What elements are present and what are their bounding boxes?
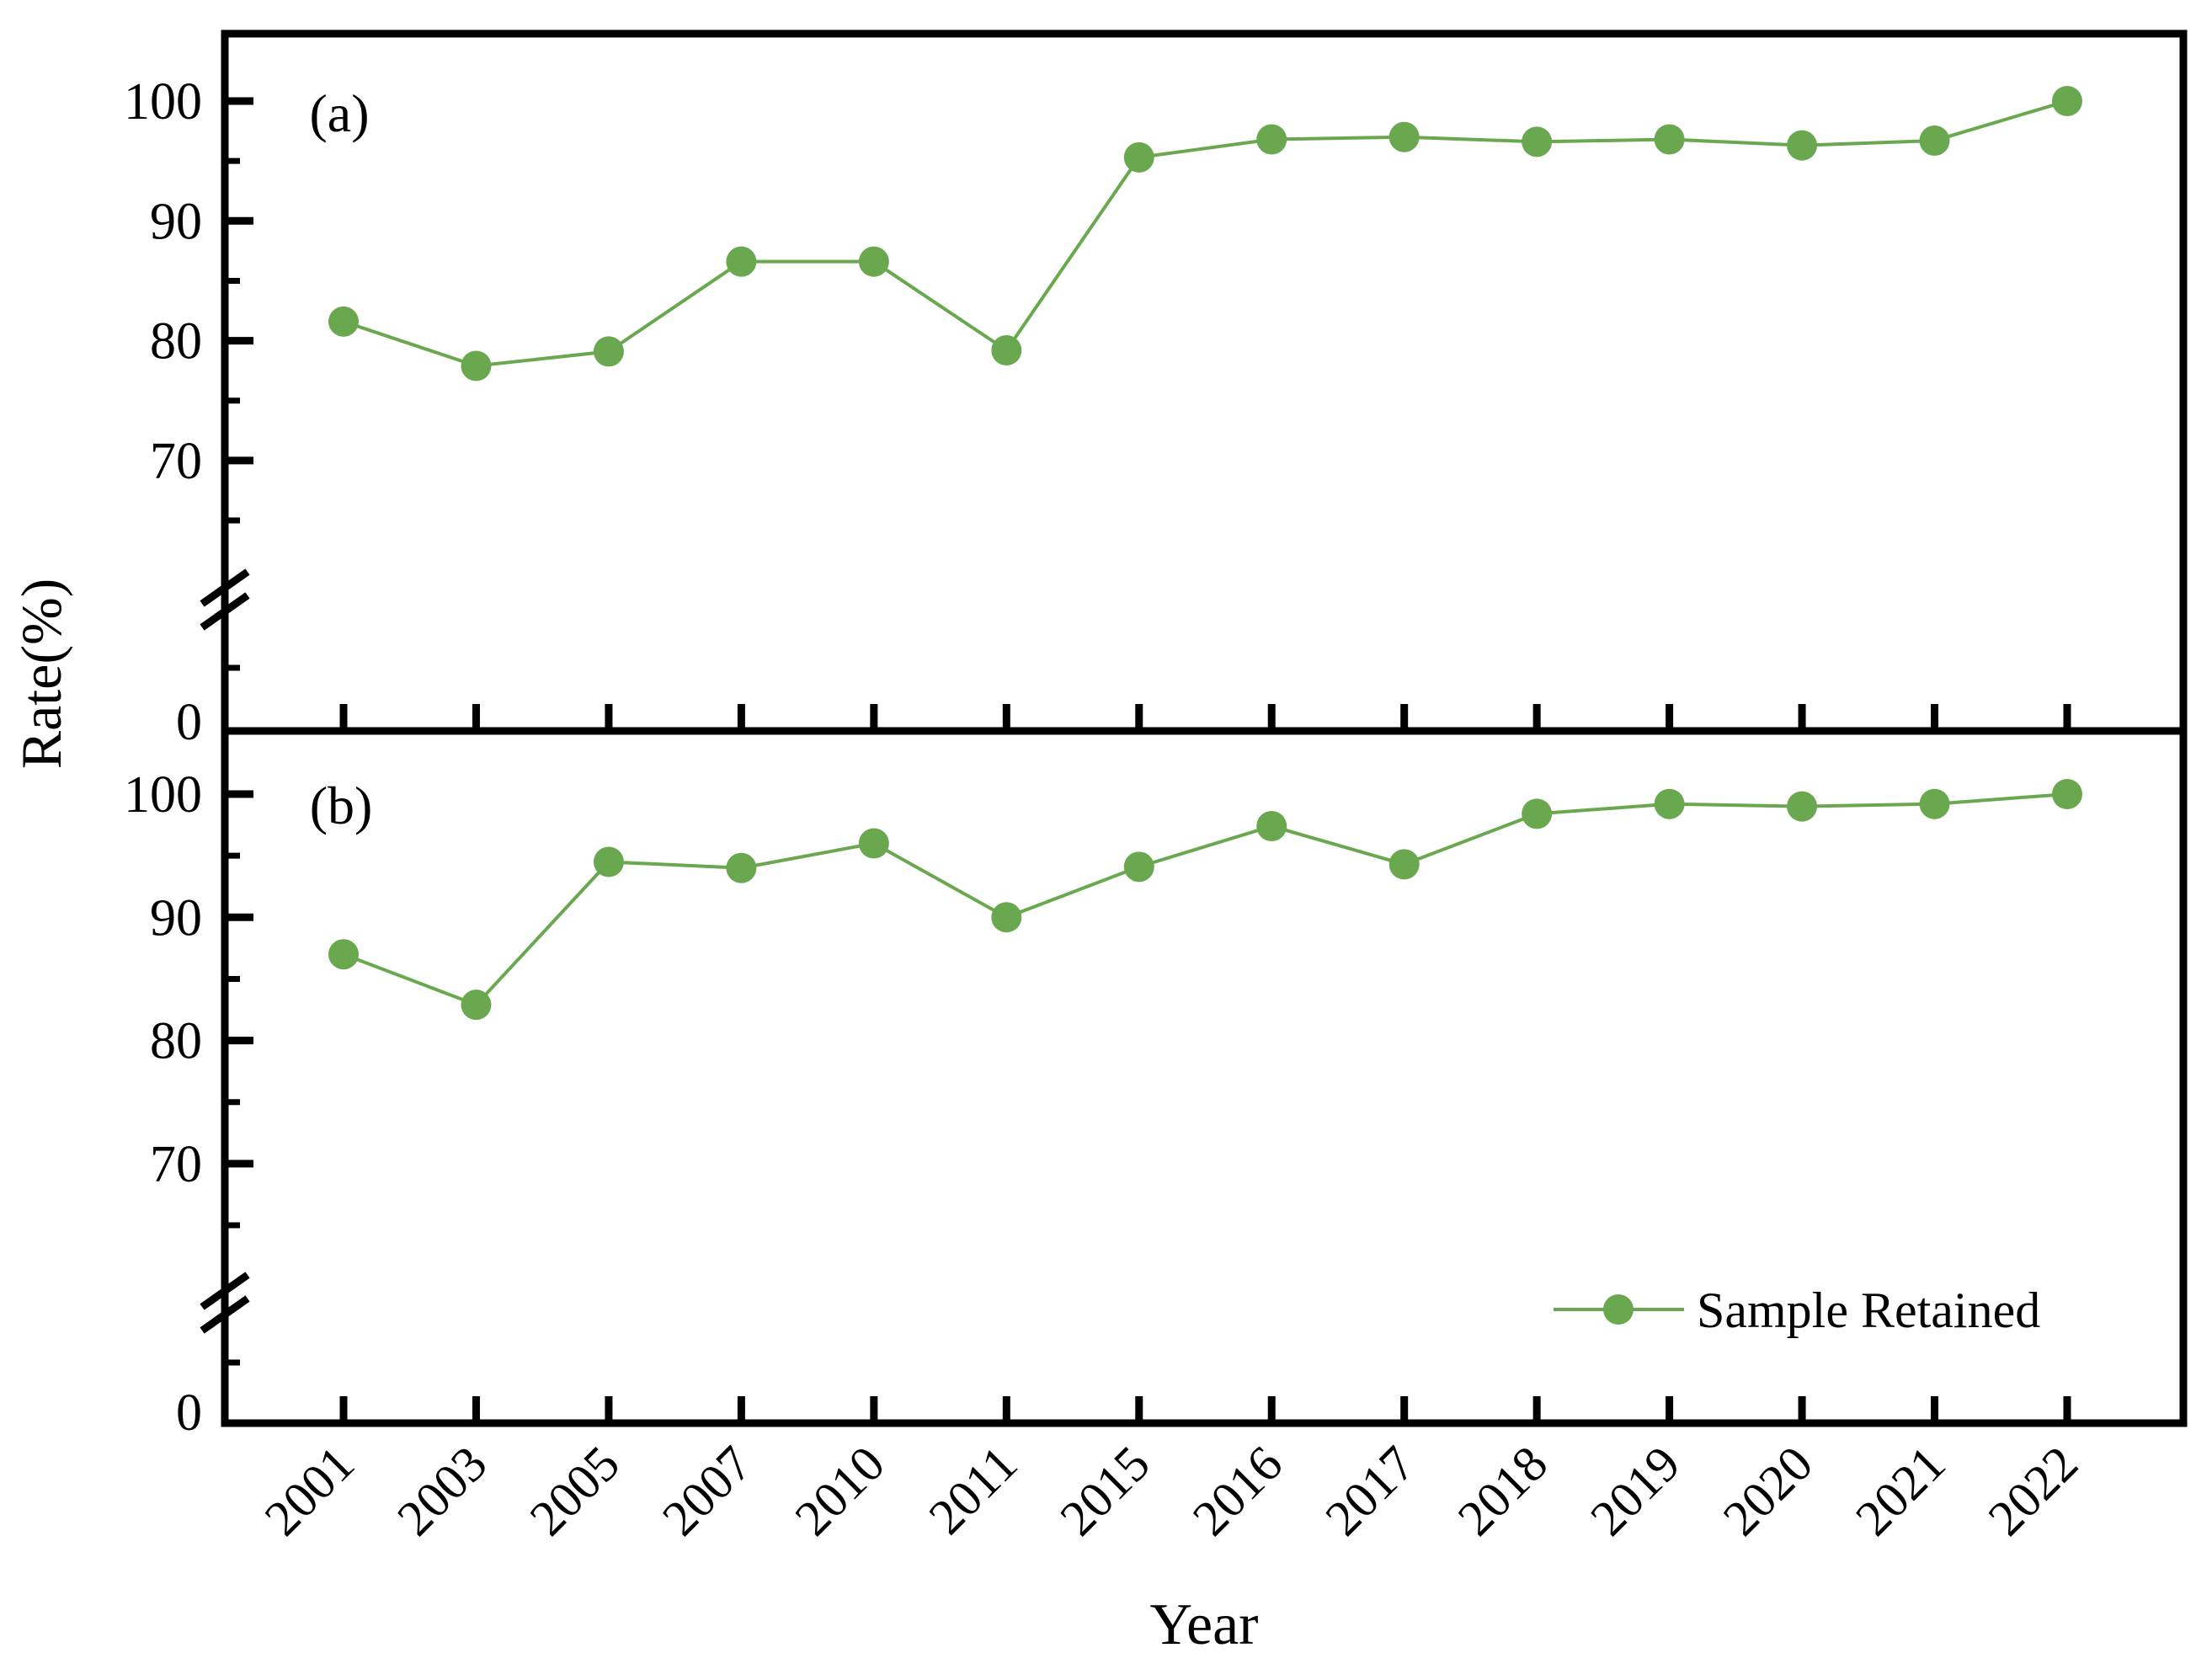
x-tick-label: 2021	[1845, 1436, 1956, 1547]
x-tick-label: 2001	[254, 1436, 365, 1547]
axis-break-icon	[200, 1295, 250, 1334]
x-tick-label: 2003	[386, 1436, 498, 1547]
axis-break-icon	[200, 592, 250, 631]
y-zero-label: 0	[176, 1384, 202, 1442]
panel-a-frame	[221, 29, 2188, 735]
x-tick-label: 2022	[1978, 1436, 2089, 1547]
data-point	[328, 939, 359, 970]
x-tick-label: 2019	[1580, 1436, 1691, 1547]
data-point	[593, 336, 624, 367]
data-point	[1787, 130, 1818, 161]
data-point	[1388, 849, 1420, 880]
legend-label: Sample Retained	[1697, 1283, 2040, 1338]
x-tick-label: 2018	[1447, 1436, 1559, 1547]
y-zero-label: 0	[176, 694, 202, 751]
series-line-sample-retained	[343, 792, 2068, 1007]
data-point	[461, 989, 492, 1021]
axis-break-icon	[200, 1272, 250, 1310]
data-point	[1256, 124, 1287, 155]
axis-break-icon	[200, 568, 250, 607]
panel-b-frame	[221, 727, 2188, 1427]
data-point	[858, 246, 889, 277]
data-point	[1787, 791, 1818, 822]
data-point	[593, 846, 624, 877]
y-tick-label: 70	[150, 1136, 202, 1193]
x-tick-label: 2020	[1713, 1436, 1824, 1547]
y-tick-label: 70	[150, 433, 202, 490]
series-line-sample-retained	[343, 99, 2068, 368]
y-tick-label: 100	[124, 766, 202, 824]
data-point	[1123, 851, 1154, 883]
x-tick-label: 2007	[652, 1436, 763, 1547]
y-tick-label: 90	[150, 889, 202, 947]
data-point	[2051, 86, 2082, 116]
y-axis-title: Rate(%)	[9, 579, 73, 770]
data-point	[858, 828, 889, 859]
data-point	[1522, 126, 1553, 157]
data-point	[1654, 788, 1685, 819]
data-point	[1388, 121, 1420, 152]
y-tick-label: 100	[124, 73, 202, 131]
data-point	[461, 350, 492, 381]
x-tick-label: 2005	[520, 1436, 631, 1547]
data-point	[1522, 798, 1553, 829]
x-tick-label: 2016	[1182, 1436, 1293, 1547]
data-point	[1654, 124, 1685, 155]
data-point	[1919, 125, 1950, 156]
data-point	[1919, 788, 1950, 819]
x-tick-label: 2017	[1314, 1436, 1426, 1547]
y-tick-label: 90	[150, 193, 202, 250]
data-point	[991, 334, 1022, 365]
x-axis-title: Year	[1150, 1592, 1259, 1657]
x-tick-label: 2015	[1049, 1436, 1160, 1547]
data-point	[726, 852, 757, 883]
x-tick-label: 2011	[919, 1436, 1028, 1545]
panel-letter: (a)	[309, 83, 369, 143]
data-point	[991, 902, 1022, 933]
data-point	[726, 246, 757, 277]
y-tick-label: 80	[150, 1013, 202, 1070]
data-point	[328, 306, 359, 337]
data-point	[2051, 779, 2082, 809]
data-point	[1123, 141, 1154, 173]
legend-marker-sample	[1603, 1294, 1634, 1325]
panel-letter: (b)	[310, 776, 373, 835]
data-point	[1256, 811, 1287, 842]
x-tick-label: 2010	[785, 1436, 896, 1547]
y-tick-label: 80	[150, 313, 202, 371]
